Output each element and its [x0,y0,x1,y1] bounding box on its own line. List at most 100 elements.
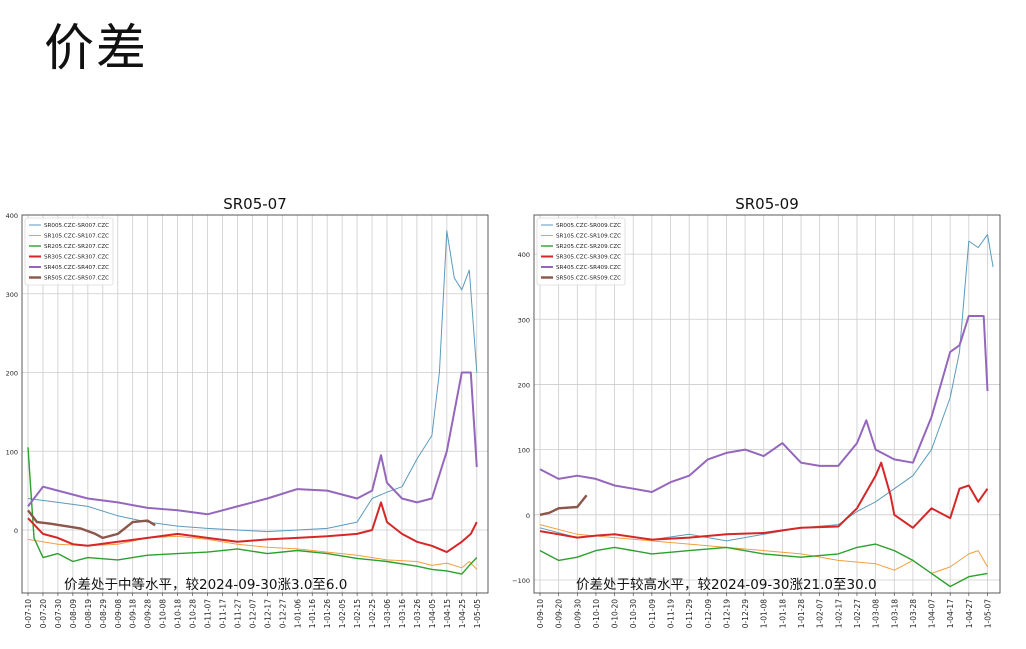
series-line-3 [27,501,478,554]
series-line-3 [539,461,989,541]
x-tick-label: 0-10-20 [611,599,620,628]
legend-label: SR205.CZC-SR209.CZC [556,244,621,250]
x-tick-label: 1-01-16 [308,599,317,628]
x-tick-label: 1-05-05 [473,599,482,628]
series-line-1 [27,535,478,570]
legend-label: SR405.CZC-SR407.CZC [44,265,109,271]
legend-label: SR105.CZC-SR107.CZC [44,234,109,240]
series-line-0 [27,230,478,533]
x-tick-label: 1-04-25 [458,599,467,628]
x-tick-label: 1-03-26 [413,599,422,628]
x-tick-label: 0-09-18 [129,599,138,628]
series-line-2 [27,447,478,575]
x-tick-label: 1-02-07 [816,599,825,628]
x-tick-label: 1-01-26 [323,599,332,628]
x-tick-label: 0-11-07 [204,599,213,628]
x-tick-label: 0-07-20 [39,599,48,628]
x-tick-label: 0-10-10 [592,599,601,628]
y-tick-label: 200 [518,381,530,389]
y-tick-label: 400 [518,251,530,259]
x-tick-label: 0-07-30 [54,599,63,628]
x-tick-label: 1-04-15 [443,599,452,628]
x-tick-label: 1-03-18 [890,599,899,628]
x-tick-label: 0-09-20 [555,599,564,628]
series-line-4 [539,315,989,493]
x-tick-label: 1-04-17 [946,599,955,628]
x-tick-label: 1-01-08 [760,599,769,628]
series-line-4 [27,371,478,516]
y-tick-label: 0 [14,527,18,535]
x-tick-label: 0-11-09 [648,599,657,628]
y-tick-label: −100 [512,577,530,585]
x-tick-label: 0-11-17 [218,599,227,628]
x-tick-label: 0-08-29 [99,599,108,628]
x-tick-label: 1-01-28 [797,599,806,628]
x-tick-label: 1-04-27 [965,599,974,628]
legend-label: SR405.CZC-SR409.CZC [556,265,621,271]
legend-label: SR505.CZC-SR507.CZC [44,276,109,282]
series-line-1 [539,524,988,574]
x-tick-label: 0-11-19 [667,599,676,628]
y-tick-label: 400 [6,212,18,220]
x-tick-label: 0-12-09 [704,599,713,628]
x-tick-label: 1-02-27 [853,599,862,628]
legend: SR005.CZC-SR009.CZC SR105.CZC-SR109.CZC SR… [536,217,626,286]
x-tick-label: 0-12-27 [278,599,287,628]
x-tick-label: 0-12-17 [263,599,272,628]
legend-label: SR005.CZC-SR009.CZC [556,223,621,229]
chart-sr05-07: SR05-07 0 100 200 300 400 0-07-10 0-07-20 0-07-3… [6,195,489,628]
x-tick-label: 0-10-30 [629,599,638,628]
y-tick-label: 0 [526,512,530,520]
legend-label: SR505.CZC-SR509.CZC [556,276,621,282]
x-tick-label: 1-03-28 [909,599,918,628]
x-tick-label: 0-08-09 [69,599,78,628]
chart-annotation: 价差处于较高水平，较2024-09-30涨21.0至30.0 [576,576,877,593]
x-tick-label: 0-12-19 [722,599,731,628]
series-line-5 [27,509,156,540]
x-tick-label: 0-10-18 [174,599,183,628]
x-tick-label: 1-03-06 [383,599,392,628]
x-tick-label: 1-02-17 [834,599,843,628]
y-tick-label: 100 [6,448,18,456]
plot-frame [533,214,1001,594]
legend-label: SR205.CZC-SR207.CZC [44,244,109,250]
x-tick-label: 1-02-15 [353,599,362,628]
x-tick-label: 0-11-27 [233,599,242,628]
x-tick-label: 0-08-19 [84,599,93,628]
page-title: 价差 [44,19,148,77]
series-line-5 [539,494,588,516]
x-tick-label: 0-11-29 [685,599,694,628]
chart-annotation: 价差处于中等水平，较2024-09-30涨3.0至6.0 [64,576,347,593]
x-tick-label: 1-05-07 [983,599,992,628]
chart-sr05-09: SR05-09 −100 0 100 200 300 400 0-09-10 0-09-20 0-… [512,195,1001,628]
x-tick-label: 0-09-28 [144,599,153,628]
x-tick-label: 0-09-30 [573,599,582,628]
x-tick-label: 1-04-05 [428,599,437,628]
x-tick-label: 1-03-16 [398,599,407,628]
chart-title: SR05-07 [223,195,287,213]
x-tick-label: 0-12-29 [741,599,750,628]
x-tick-label: 0-09-08 [114,599,123,628]
y-tick-label: 100 [518,447,530,455]
x-tick-label: 1-02-25 [368,599,377,628]
legend-label: SR105.CZC-SR109.CZC [556,234,621,240]
x-tick-label: 0-10-08 [159,599,168,628]
y-tick-label: 300 [6,291,18,299]
x-tick-label: 0-09-10 [536,599,545,628]
x-tick-label: 0-12-07 [248,599,257,628]
series-line-2 [539,543,988,588]
x-tick-label: 0-07-10 [24,599,33,628]
y-tick-label: 300 [518,316,530,324]
plot-frame [21,214,489,594]
x-tick-label: 1-03-08 [872,599,881,628]
legend: SR005.CZC-SR007.CZC SR105.CZC-SR107.CZC SR… [24,217,114,286]
x-tick-label: 0-10-28 [189,599,198,628]
y-tick-label: 200 [6,370,18,378]
legend-label: SR005.CZC-SR007.CZC [44,223,109,229]
x-tick-label: 1-04-07 [928,599,937,628]
x-tick-label: 1-02-05 [338,599,347,628]
x-tick-label: 1-01-18 [778,599,787,628]
chart-title: SR05-09 [735,195,799,213]
legend-label: SR305.CZC-SR309.CZC [556,255,621,261]
legend-label: SR305.CZC-SR307.CZC [44,255,109,261]
